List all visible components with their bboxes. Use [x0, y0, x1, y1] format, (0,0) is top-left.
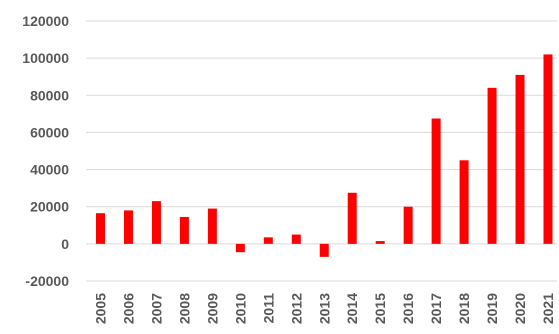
bar-2020	[515, 74, 525, 244]
x-tick-label: 2009	[204, 293, 220, 324]
bar-2009	[207, 208, 217, 244]
y-tick-label: 100000	[22, 50, 69, 66]
x-tick-label: 2011	[260, 293, 276, 324]
x-tick-label: 2006	[120, 293, 136, 324]
x-tick-label: 2018	[456, 293, 472, 324]
bar-2011	[263, 237, 273, 244]
bar-2006	[123, 210, 133, 244]
x-tick-label: 2015	[372, 293, 388, 324]
bar-2007	[151, 201, 161, 244]
bars	[96, 54, 553, 257]
x-tick-label: 2012	[288, 293, 304, 324]
x-tick-label: 2005	[93, 293, 109, 324]
bar-2019	[487, 87, 497, 244]
y-tick-label: 40000	[30, 162, 69, 178]
bar-2008	[179, 216, 189, 244]
y-tick-label: 0	[61, 236, 69, 252]
bar-2010	[235, 243, 245, 253]
x-tick-label: 2014	[344, 293, 360, 324]
grid-lines	[86, 20, 557, 282]
x-axis-ticks: 2005 2006 2007 2008 2009 2010 2011 2012 2013 2014…	[93, 293, 557, 324]
bar-2013	[319, 243, 329, 257]
bar-2012	[291, 234, 301, 244]
y-tick-label: -20000	[25, 273, 69, 289]
x-tick-label: 2017	[428, 293, 444, 324]
bar-2014	[347, 192, 357, 244]
y-tick-label: 20000	[30, 199, 69, 215]
x-tick-label: 2010	[232, 293, 248, 324]
x-tick-label: 2013	[316, 293, 332, 324]
x-tick-label: 2020	[512, 293, 528, 324]
x-tick-label: 2008	[176, 293, 192, 324]
bar-2021	[543, 54, 553, 244]
bar-2015	[375, 241, 385, 244]
y-tick-label: 60000	[30, 124, 69, 140]
bar-2005	[96, 213, 105, 244]
bar-2016	[403, 206, 413, 244]
x-tick-label: 2019	[484, 293, 500, 324]
bar-2018	[459, 160, 469, 244]
x-tick-label: 2021	[540, 293, 556, 324]
x-tick-label: 2016	[400, 293, 416, 324]
x-tick-label: 2007	[148, 293, 164, 324]
y-tick-label: 120000	[22, 13, 69, 29]
y-tick-label: 80000	[30, 87, 69, 103]
bar-2017	[431, 118, 441, 244]
y-axis-ticks: -20000 0 20000 40000 60000 80000 100000 120000	[22, 13, 69, 289]
